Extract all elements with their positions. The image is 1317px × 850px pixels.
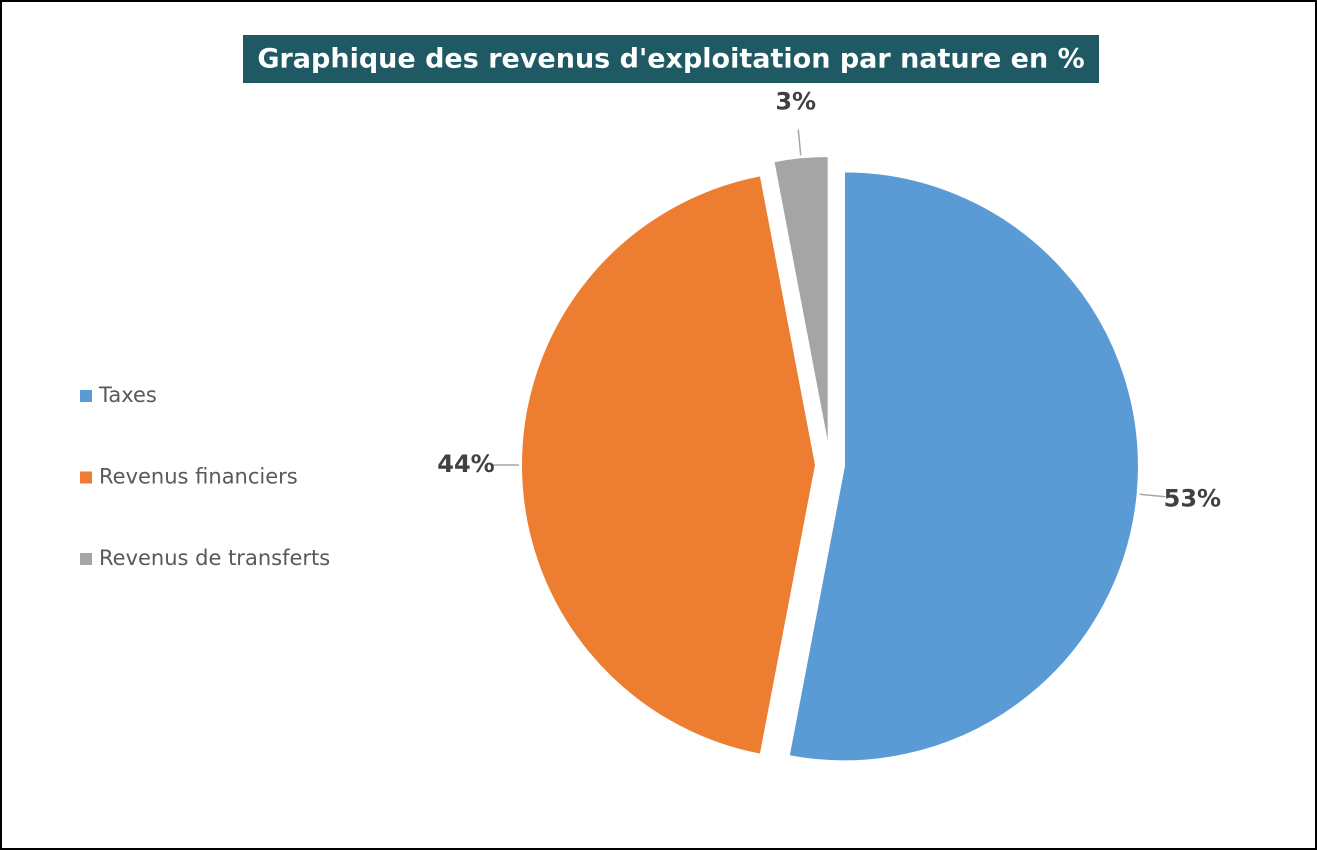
- data-label: 53%: [1164, 484, 1221, 512]
- data-label: 3%: [775, 88, 816, 116]
- legend-swatch: [80, 553, 92, 565]
- legend-swatch: [80, 471, 92, 484]
- legend-label: Revenus de transferts: [99, 546, 330, 570]
- legend-label: Taxes: [98, 383, 157, 407]
- pie-slice: [772, 155, 830, 452]
- chart-title: Graphique des revenus d'exploitation par…: [257, 44, 1084, 75]
- legend-label: Revenus financiers: [99, 465, 298, 489]
- leader-line: [797, 129, 802, 156]
- pie: 53% 44% 3%: [437, 88, 1221, 763]
- title-background: [243, 35, 1099, 83]
- data-label: 44%: [437, 450, 494, 478]
- pie-slice: [787, 170, 1140, 763]
- legend-swatch: [80, 390, 92, 402]
- legend: Taxes Revenus financiers Revenus de transf…: [80, 383, 330, 570]
- leader-line: [1139, 493, 1166, 498]
- pie-slice: [520, 174, 818, 756]
